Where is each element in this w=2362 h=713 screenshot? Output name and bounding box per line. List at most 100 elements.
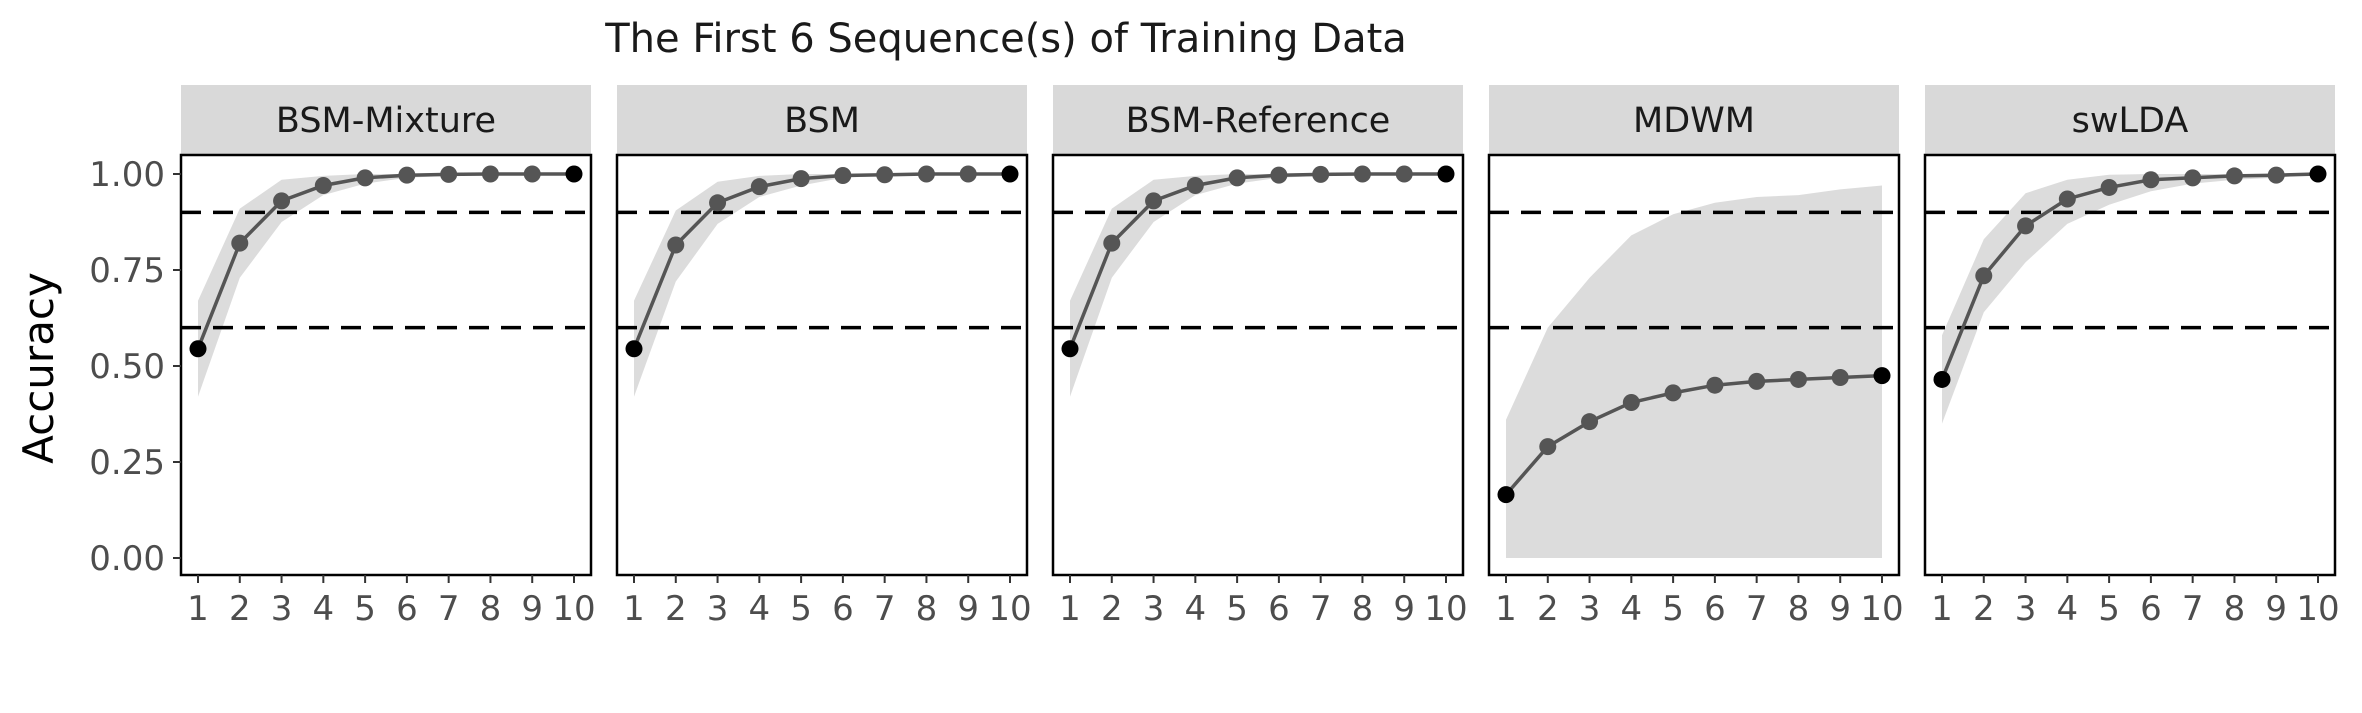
y-tick-label: 0.75: [89, 251, 165, 291]
x-tick-label: 4: [1621, 589, 1643, 629]
x-tick-label: 5: [790, 589, 812, 629]
data-point: [1497, 486, 1515, 504]
data-point: [2058, 190, 2076, 208]
x-tick-label: 9: [521, 589, 543, 629]
x-tick-label: 7: [438, 589, 460, 629]
data-point: [1001, 165, 1019, 183]
data-point: [398, 166, 416, 184]
data-point: [1748, 372, 1766, 390]
panel-strip: [1925, 85, 2335, 155]
panel-strip-label: swLDA: [2072, 101, 2189, 141]
data-point: [1395, 165, 1413, 183]
series-line: [1068, 172, 1446, 350]
panel-bsm-mixture: BSM-Mixture 1 2 3 4 5 6 7 8 9 10: [179, 85, 596, 629]
data-point: [2225, 167, 2243, 185]
y-tick-label: 0.25: [89, 443, 165, 483]
x-tick-label: 10: [2296, 589, 2339, 629]
panel-strip: [1053, 85, 1463, 155]
y-axis-label: Accuracy: [14, 272, 63, 464]
x-tick-label: 2: [665, 589, 687, 629]
x-tick-label: 6: [832, 589, 854, 629]
x-tick-label: 1: [1059, 589, 1081, 629]
x-tick-label: 6: [1704, 589, 1726, 629]
panel-bsm-reference: BSM-Reference 1 2 3 4 5 6 7 8 9 10: [1051, 85, 1468, 629]
data-point: [709, 194, 727, 212]
data-point: [959, 165, 977, 183]
data-point: [876, 166, 894, 184]
data-point: [917, 165, 935, 183]
series-line: [1504, 373, 1883, 496]
panel-border: [1487, 153, 1901, 577]
data-point: [2184, 169, 2202, 187]
x-tick-label: 2: [1101, 589, 1123, 629]
x-tick-label: 5: [354, 589, 376, 629]
x-tick-label: 7: [2182, 589, 2204, 629]
x-tick-label: 2: [1973, 589, 1995, 629]
data-point: [1664, 384, 1682, 402]
data-point: [314, 177, 332, 195]
confidence-band: [1506, 185, 1882, 558]
data-point: [1539, 438, 1557, 456]
data-point: [523, 165, 541, 183]
panel-strip-label: BSM-Reference: [1126, 101, 1391, 141]
panel-bsm: BSM 1 2 3 4 5 6 7 8 9 10: [615, 85, 1032, 629]
panel-swlda: swLDA 1 2 3 4 5 6 7 8 9 10: [1923, 85, 2340, 629]
y-tick-label: 1.00: [89, 155, 165, 195]
panel-strip-label: BSM: [784, 101, 860, 141]
data-point: [792, 170, 810, 188]
x-tick-label: 1: [187, 589, 209, 629]
data-point: [1706, 376, 1724, 394]
panel-border: [1923, 153, 2337, 577]
x-tick-label: 3: [1579, 589, 1601, 629]
panel-strip-label: BSM-Mixture: [276, 101, 496, 141]
x-tick-label: 8: [1352, 589, 1374, 629]
data-point: [1789, 370, 1807, 388]
y-tick-label: 0.50: [89, 347, 165, 387]
x-tick-label: 6: [396, 589, 418, 629]
data-point: [1581, 413, 1599, 431]
data-point: [1831, 369, 1849, 387]
data-point: [2017, 217, 2035, 235]
x-tick-label: 6: [1268, 589, 1290, 629]
data-point: [189, 340, 207, 358]
panel-strip: [181, 85, 591, 155]
y-tick-label: 0.00: [89, 539, 165, 579]
x-tick-label: 6: [2140, 589, 2162, 629]
panel-strip-label: MDWM: [1633, 101, 1755, 141]
chart-title: The First 6 Sequence(s) of Training Data: [604, 16, 1407, 62]
x-tick-label: 8: [916, 589, 938, 629]
data-point: [565, 165, 583, 183]
x-tick-label: 1: [1495, 589, 1517, 629]
x-tick-label: 8: [480, 589, 502, 629]
x-tick-label: 7: [874, 589, 896, 629]
series-line: [1940, 172, 2319, 381]
x-tick-label: 10: [1424, 589, 1467, 629]
x-tick-label: 4: [749, 589, 771, 629]
data-point: [625, 340, 643, 358]
x-tick-label: 10: [1860, 589, 1903, 629]
data-point: [356, 169, 374, 187]
series-line: [196, 172, 574, 350]
x-tick-label: 9: [1829, 589, 1851, 629]
data-point: [273, 192, 291, 210]
x-tick-label: 5: [1226, 589, 1248, 629]
x-tick-label: 10: [552, 589, 595, 629]
data-point: [834, 167, 852, 185]
x-tick-label: 2: [229, 589, 251, 629]
x-tick-label: 9: [2265, 589, 2287, 629]
series-line: [632, 172, 1010, 350]
data-point: [1145, 192, 1163, 210]
data-point: [1933, 370, 1951, 388]
x-tick-label: 7: [1746, 589, 1768, 629]
panel-border: [615, 153, 1029, 577]
data-point: [231, 234, 249, 252]
x-tick-label: 8: [1788, 589, 1810, 629]
data-point: [1312, 165, 1330, 183]
x-tick-label: 3: [707, 589, 729, 629]
data-point: [1437, 165, 1455, 183]
x-tick-label: 5: [2098, 589, 2120, 629]
x-tick-label: 2: [1537, 589, 1559, 629]
data-point: [481, 165, 499, 183]
